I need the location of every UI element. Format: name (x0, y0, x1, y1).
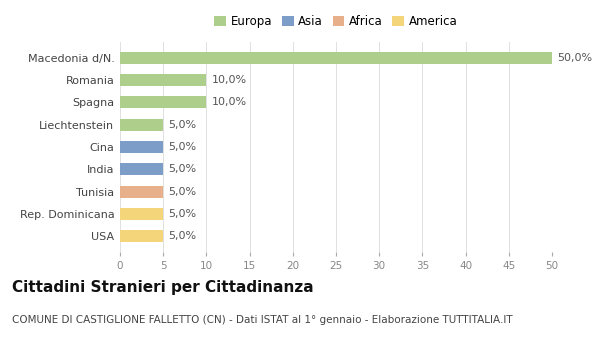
Text: Cittadini Stranieri per Cittadinanza: Cittadini Stranieri per Cittadinanza (12, 280, 314, 295)
Text: 5,0%: 5,0% (169, 231, 197, 241)
Bar (120, 51, 552, 64)
Legend: Europa, Asia, Africa, America: Europa, Asia, Africa, America (212, 13, 460, 31)
Bar (120, 96, 206, 108)
Bar (120, 141, 163, 153)
Text: 10,0%: 10,0% (212, 97, 247, 107)
Bar (120, 74, 206, 86)
Text: 5,0%: 5,0% (169, 187, 197, 197)
Text: 5,0%: 5,0% (169, 142, 197, 152)
Bar (120, 230, 163, 243)
Bar (120, 186, 163, 198)
Text: 10,0%: 10,0% (212, 75, 247, 85)
Text: COMUNE DI CASTIGLIONE FALLETTO (CN) - Dati ISTAT al 1° gennaio - Elaborazione TU: COMUNE DI CASTIGLIONE FALLETTO (CN) - Da… (12, 315, 512, 325)
Bar (120, 119, 163, 131)
Text: 5,0%: 5,0% (169, 120, 197, 130)
Text: 50,0%: 50,0% (557, 53, 592, 63)
Text: 5,0%: 5,0% (169, 164, 197, 174)
Bar (120, 208, 163, 220)
Bar (120, 163, 163, 175)
Text: 5,0%: 5,0% (169, 209, 197, 219)
